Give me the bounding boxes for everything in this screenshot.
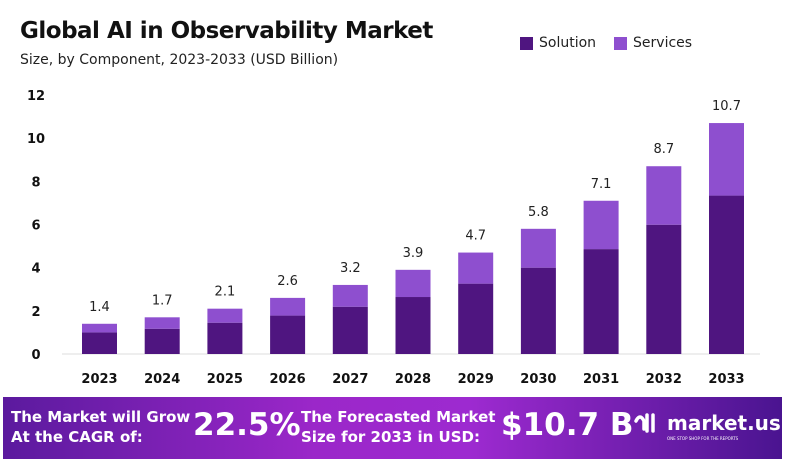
bar-services-2023 bbox=[82, 323, 117, 333]
data-label-2025: 2.1 bbox=[215, 285, 236, 300]
data-label-2027: 3.2 bbox=[340, 261, 361, 276]
bar-services-2027 bbox=[332, 284, 368, 307]
data-label-2024: 1.7 bbox=[152, 293, 173, 308]
data-label-2026: 2.6 bbox=[277, 274, 298, 289]
cagr-label-line2: At the CAGR of: bbox=[11, 428, 143, 446]
bar-chart: 0 2 4 6 8 10 12 1.4 2023 1.7 2024 2.1 2025 2.6 2026 3.2… bbox=[27, 89, 760, 387]
x-tick-label-2025: 2025 bbox=[207, 372, 243, 387]
y-tick-label: 10 bbox=[27, 132, 45, 147]
bar-services-2031 bbox=[583, 200, 619, 250]
data-label-2030: 5.8 bbox=[528, 205, 549, 220]
data-label-2033: 10.7 bbox=[712, 99, 741, 114]
legend-item-solution: Solution bbox=[520, 35, 596, 51]
x-tick-label-2030: 2030 bbox=[520, 372, 556, 387]
x-tick-label-2027: 2027 bbox=[332, 372, 368, 387]
bar-services-2024 bbox=[144, 317, 180, 329]
data-label-2032: 8.7 bbox=[653, 142, 674, 157]
forecast-value: $10.7 B bbox=[501, 407, 634, 443]
bar-solution-2032 bbox=[646, 224, 682, 354]
bar-services-2026 bbox=[270, 297, 306, 316]
data-label-2028: 3.9 bbox=[403, 246, 424, 261]
bar-solution-2028 bbox=[395, 297, 431, 354]
bar-services-2030 bbox=[520, 228, 556, 268]
data-label-2031: 7.1 bbox=[591, 177, 612, 192]
x-tick-label-2028: 2028 bbox=[395, 372, 431, 387]
forecast-label: The Forecasted Market Size for 2033 in US… bbox=[301, 407, 495, 447]
logo-tagline: ONE STOP SHOP FOR THE REPORTS bbox=[667, 436, 739, 441]
chart-subtitle: Size, by Component, 2023-2033 (USD Billi… bbox=[20, 52, 339, 68]
data-label-2029: 4.7 bbox=[465, 229, 486, 244]
legend-label-services: Services bbox=[633, 35, 693, 51]
legend-item-services: Services bbox=[614, 35, 692, 51]
y-tick-label: 2 bbox=[31, 305, 40, 320]
logo-icon bbox=[634, 413, 655, 433]
bar-services-2028 bbox=[395, 269, 431, 298]
bar-services-2033 bbox=[709, 123, 744, 196]
bar-services-2025 bbox=[207, 308, 243, 323]
y-tick-label: 12 bbox=[27, 89, 45, 104]
x-tick-label-2033: 2033 bbox=[708, 372, 744, 387]
y-tick-label: 0 bbox=[31, 348, 40, 363]
bar-solution-2030 bbox=[520, 267, 556, 354]
cagr-label-line1: The Market will Grow bbox=[11, 408, 191, 426]
x-tick-label-2029: 2029 bbox=[458, 372, 494, 387]
bar-solution-2026 bbox=[270, 315, 306, 354]
footer-banner: The Market will Grow At the CAGR of: 22.5… bbox=[3, 397, 782, 459]
bar-solution-2025 bbox=[207, 322, 243, 354]
bar-services-2029 bbox=[458, 252, 494, 284]
bar-solution-2033 bbox=[709, 195, 744, 354]
chart-title: Global AI in Observability Market bbox=[20, 18, 433, 44]
y-tick-label: 8 bbox=[31, 175, 40, 190]
data-label-2023: 1.4 bbox=[89, 300, 110, 315]
logo-text: market.us bbox=[667, 411, 781, 435]
x-tick-label-2026: 2026 bbox=[270, 372, 306, 387]
y-tick-label: 6 bbox=[31, 219, 40, 234]
bar-solution-2027 bbox=[332, 306, 368, 354]
bar-services-2032 bbox=[646, 166, 682, 225]
bar-solution-2023 bbox=[82, 332, 117, 354]
legend-label-solution: Solution bbox=[539, 35, 597, 51]
legend-swatch-services bbox=[614, 36, 628, 50]
forecast-label-line2: Size for 2033 in USD: bbox=[301, 428, 480, 446]
x-tick-label-2023: 2023 bbox=[81, 372, 117, 387]
y-tick-label: 4 bbox=[31, 262, 40, 277]
bar-solution-2024 bbox=[144, 328, 180, 354]
legend: Solution Services bbox=[520, 35, 692, 51]
x-tick-label-2031: 2031 bbox=[583, 372, 619, 387]
legend-swatch-solution bbox=[520, 36, 533, 50]
cagr-value: 22.5% bbox=[193, 407, 301, 443]
forecast-label-line1: The Forecasted Market bbox=[301, 408, 496, 426]
bar-solution-2029 bbox=[458, 283, 494, 354]
x-tick-label-2032: 2032 bbox=[646, 372, 682, 387]
cagr-label: The Market will Grow At the CAGR of: bbox=[11, 407, 190, 447]
market-us-logo: market.us ONE STOP SHOP FOR THE REPORTS bbox=[633, 411, 781, 441]
bar-solution-2031 bbox=[583, 249, 619, 354]
x-tick-label-2024: 2024 bbox=[144, 372, 180, 387]
